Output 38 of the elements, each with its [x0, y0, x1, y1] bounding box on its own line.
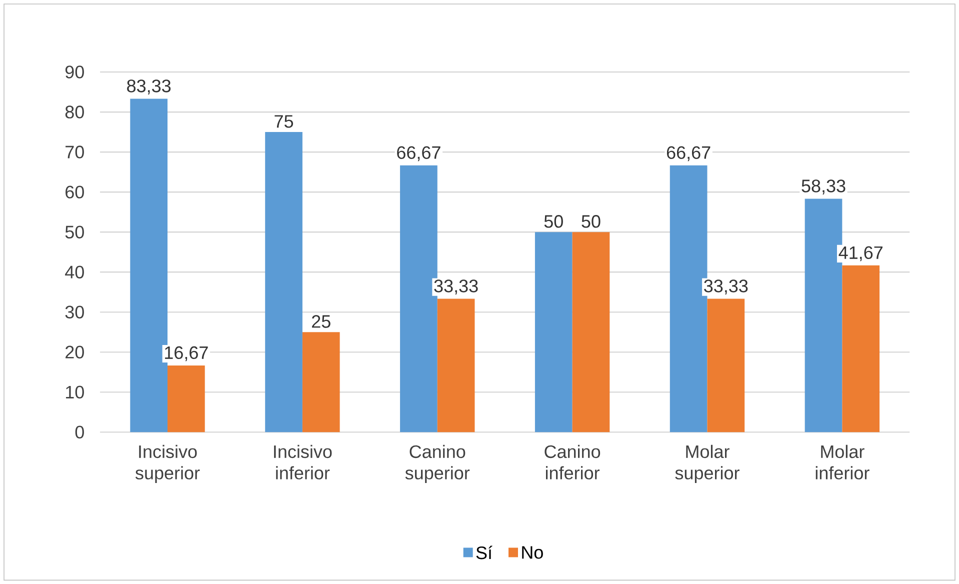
y-tick-label: 90 [65, 66, 84, 78]
y-tick-label: 20 [66, 346, 84, 358]
bar [572, 232, 610, 432]
data-label: 75 [274, 115, 294, 128]
bar [302, 332, 340, 432]
bar [437, 298, 475, 432]
bar [707, 298, 745, 432]
bar [265, 132, 302, 432]
y-tick-label: 50 [65, 226, 84, 238]
y-tick-label: 30 [65, 306, 84, 318]
x-tick-label: Incisivo inferior [274, 444, 332, 480]
legend-label: No [522, 546, 543, 559]
data-label: 66,67 [397, 146, 440, 162]
y-tick-label: 60 [66, 186, 84, 198]
bar [842, 265, 880, 432]
data-label: 50 [582, 214, 600, 228]
bar [168, 365, 205, 432]
data-label: 66,67 [666, 146, 710, 162]
x-tick-label: Incisivo superior [135, 444, 200, 483]
data-label: 33,33 [704, 280, 748, 294]
x-tick-label: Molar inferior [816, 444, 870, 480]
data-label: 50 [544, 214, 563, 228]
data-label: 83,33 [127, 79, 171, 94]
data-label: 33,33 [434, 280, 478, 294]
y-tick-label: 10 [66, 386, 84, 398]
y-tick-label: 0 [75, 426, 84, 438]
y-tick-label: 70 [66, 146, 84, 158]
data-label: 25 [312, 315, 330, 328]
y-tick-label: 80 [65, 106, 84, 118]
x-tick-label: Canino inferior [544, 444, 600, 480]
data-label: 16,67 [165, 346, 208, 362]
y-tick-label: 40 [65, 266, 84, 278]
data-label: 41,67 [838, 246, 882, 262]
legend-label: Sí [476, 546, 492, 560]
x-tick-label: Molar superior [675, 444, 740, 483]
bar [534, 232, 572, 432]
x-tick-label: Canino superior [405, 444, 470, 483]
data-label: 58,33 [802, 180, 846, 194]
